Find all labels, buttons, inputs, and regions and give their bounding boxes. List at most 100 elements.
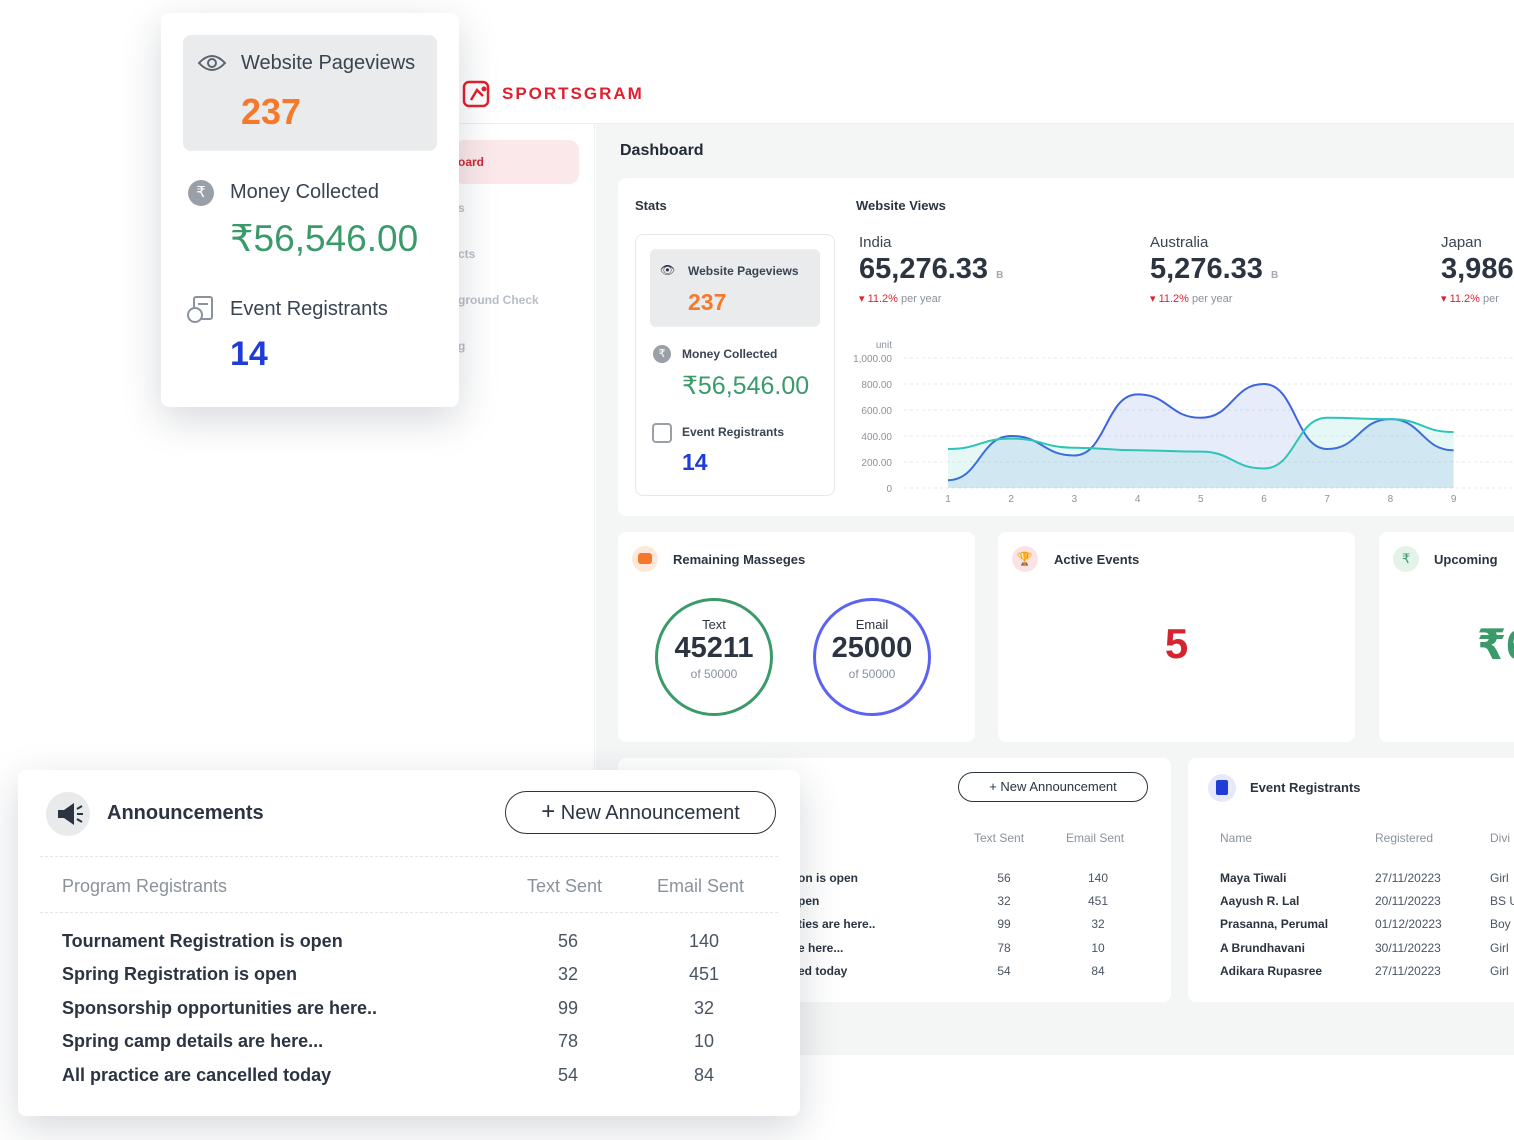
country-value: 3,986 (1441, 253, 1514, 285)
announcement-text-sent: 78 (997, 940, 1011, 955)
new-announcement-button-bg[interactable]: + New Announcement (958, 772, 1148, 802)
announcement-name[interactable]: on is open (798, 871, 858, 885)
announcement-name[interactable]: Sponsorship opportunities are here.. (62, 997, 378, 1018)
messages-title: Remaining Masseges (673, 552, 806, 567)
registrants-label: Event Registrants (682, 425, 785, 439)
megaphone-icon (46, 792, 90, 836)
announcement-text-sent: 54 (557, 1064, 579, 1085)
eye-icon: 👁 (660, 263, 676, 277)
series-area (948, 384, 1454, 488)
announcement-text-sent: 78 (557, 1031, 579, 1052)
rupee-icon: ₹ (653, 345, 671, 363)
event-registrants-card: Event Registrants Name Registered Divi M… (1188, 758, 1514, 1002)
announcement-name[interactable]: e here... (798, 940, 844, 955)
stats-title: Stats (635, 198, 667, 213)
x-tick-label: 8 (1388, 494, 1394, 505)
announcement-text-sent: 32 (997, 894, 1011, 909)
x-tick-label: 1 (945, 494, 951, 505)
new-announcement-button[interactable]: + New Announcement (505, 791, 776, 834)
website-views-title: Website Views (856, 198, 946, 213)
money-value: ₹56,546.00 (682, 372, 810, 400)
pageviews-value: 237 (688, 289, 727, 315)
registrant-date: 20/11/20223 (1375, 894, 1441, 909)
new-announcement-label: New Announcement (560, 802, 740, 824)
sidebar-item-3[interactable]: cts (458, 247, 476, 261)
ring-of: of 50000 (690, 667, 738, 681)
y-axis-label: unit (876, 340, 892, 351)
country-period: per (1483, 293, 1499, 305)
registrants-icon (652, 423, 672, 443)
x-tick-label: 3 (1072, 494, 1078, 505)
divider (40, 856, 778, 857)
money-label: Money Collected (682, 347, 778, 361)
announcement-text-sent: 99 (997, 917, 1011, 932)
announcement-email-sent: 32 (693, 997, 715, 1018)
x-tick-label: 6 (1261, 494, 1267, 505)
registrant-division: Boy (1490, 917, 1511, 932)
sidebar-item-background-check[interactable]: ground Check (458, 293, 539, 307)
active-events-value: 5 (1164, 620, 1189, 667)
stats-card: Stats Website Views 👁 Website Pageviews … (618, 178, 1514, 516)
money-value: ₹56,546.00 (230, 218, 419, 259)
x-tick-label: 7 (1324, 494, 1330, 505)
registrant-division: Girl (1490, 963, 1509, 978)
ring-value: 45211 (674, 632, 754, 664)
registrant-name[interactable]: Maya Tiwali (1220, 871, 1287, 885)
upcoming-card: ₹ Upcoming ₹6 (1379, 532, 1514, 742)
upcoming-value: ₹6 (1477, 621, 1514, 668)
country-name: Japan (1441, 234, 1482, 251)
ring-value: 25000 (831, 632, 913, 664)
event-registrants-icon (187, 296, 213, 323)
pageviews-value: 237 (241, 91, 302, 132)
announcement-name[interactable]: Spring camp details are here... (62, 1031, 324, 1052)
text-ring: Text 45211 of 50000 (655, 598, 773, 716)
sidebar-item-2[interactable]: s (458, 201, 465, 215)
y-tick-label: 600.00 (861, 406, 892, 417)
registrant-name[interactable]: A Brundhavani (1220, 940, 1305, 955)
stats-overlay-card: Website Pageviews 237 ₹ Money Collected … (161, 13, 459, 407)
registrants-value: 14 (682, 449, 708, 475)
announcement-email-sent: 10 (1091, 940, 1105, 955)
x-tick-label: 9 (1451, 494, 1457, 505)
country-australia: Australia 5,276.33 B ▾ 11.2% per year (1150, 234, 1279, 305)
series-line (947, 416, 1454, 470)
registrant-name[interactable]: Prasanna, Perumal (1220, 917, 1329, 932)
registrant-name[interactable]: Adikara Rupasree (1220, 963, 1323, 978)
event-registrants-title: Event Registrants (1250, 780, 1361, 795)
column-header: Registered (1375, 831, 1434, 845)
eye-icon (197, 55, 227, 71)
announcement-email-sent: 140 (688, 931, 720, 951)
ring-label: Email (855, 617, 889, 632)
registrant-name[interactable]: Aayush R. Lal (1220, 894, 1300, 909)
active-events-title: Active Events (1054, 552, 1140, 567)
sidebar-item-5[interactable]: g (458, 339, 466, 353)
y-tick-label: 800.00 (861, 380, 892, 391)
page-title: Dashboard (620, 142, 704, 159)
x-tick-label: 2 (1008, 494, 1014, 505)
announcement-text-sent: 54 (997, 963, 1011, 978)
announcement-text-sent: 32 (557, 964, 579, 985)
announcement-name[interactable]: All practice are cancelled today (62, 1064, 332, 1085)
country-unit: B (1270, 270, 1279, 281)
country-name: India (859, 234, 892, 251)
brand-logo[interactable]: SPORTSGRAM (462, 80, 644, 108)
column-header-program: Program Registrants (62, 876, 228, 896)
sidebar-item-dashboard[interactable]: oard (454, 140, 579, 184)
upcoming-title: Upcoming (1434, 552, 1498, 567)
rupee-icon: ₹ (188, 180, 214, 206)
announcement-text-sent: 56 (557, 931, 579, 951)
plus-icon: + (541, 798, 556, 825)
announcement-email-sent: 32 (1091, 917, 1105, 932)
divider (40, 912, 778, 913)
registrant-division: Girl (1490, 871, 1509, 885)
series-area (948, 417, 1454, 488)
announcement-name[interactable]: ties are here.. (798, 917, 876, 932)
announcement-email-sent: 140 (1087, 871, 1109, 885)
country-name: Australia (1150, 234, 1209, 251)
announcement-name[interactable]: pen (798, 894, 820, 909)
announcement-name[interactable]: Spring Registration is open (62, 964, 298, 985)
announcement-email-sent: 84 (1091, 963, 1105, 978)
registrants-value: 14 (230, 335, 268, 373)
announcement-name[interactable]: ed today (798, 963, 848, 978)
announcement-name[interactable]: Tournament Registration is open (62, 931, 343, 951)
